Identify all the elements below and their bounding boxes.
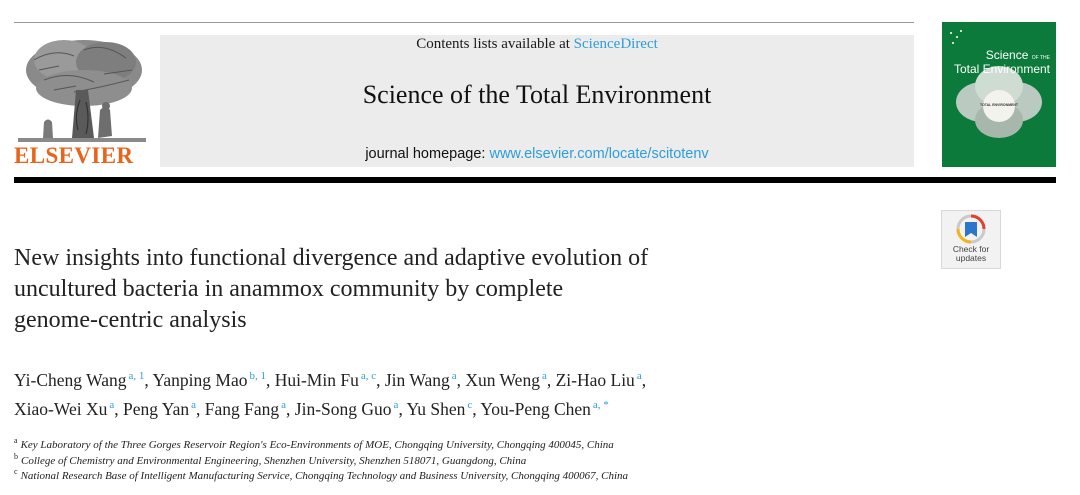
author: Jin-Song Guo a — [295, 399, 399, 419]
author-affiliation-marks[interactable]: b, 1 — [249, 370, 266, 383]
header-top-rule — [14, 22, 914, 23]
author: Peng Yan a — [123, 399, 196, 419]
author: Yanping Mao b, 1 — [153, 370, 266, 390]
affiliation-letter: c — [14, 467, 18, 477]
author-affiliation-marks[interactable]: a — [191, 399, 197, 412]
author-affiliation-marks[interactable]: c — [467, 399, 473, 412]
author-name-link[interactable]: Peng Yan — [123, 399, 190, 419]
author-name-link[interactable]: Jin-Song Guo — [294, 399, 392, 419]
affiliation-text: National Research Base of Intelligent Ma… — [20, 470, 629, 482]
affiliation-letter: b — [14, 451, 18, 461]
author-affiliation-marks[interactable]: a — [541, 370, 547, 383]
author-affiliation-marks[interactable]: a — [636, 370, 642, 383]
cover-title: Science OF THE Total Environment — [953, 48, 1050, 76]
article-title-line: New insights into functional divergence … — [14, 245, 649, 271]
author: You-Peng Chen a, * — [480, 399, 608, 419]
author-name-link[interactable]: Yu Shen — [406, 399, 466, 419]
author-name-link[interactable]: Yanping Mao — [152, 370, 248, 390]
header-band — [160, 35, 914, 167]
journal-homepage-link[interactable]: www.elsevier.com/locate/scitotenv — [489, 146, 709, 162]
contents-prefix: Contents lists available at — [416, 36, 570, 52]
badge-line1: Check for — [952, 244, 990, 254]
author-name-link[interactable]: Hui-Min Fu — [274, 370, 359, 390]
author-affiliation-marks[interactable]: a — [451, 370, 457, 383]
cover-title-line2: Total Environment — [953, 62, 1050, 76]
author: Yu Shen c — [407, 399, 473, 419]
author-affiliation-marks[interactable]: a, * — [592, 399, 609, 412]
check-for-updates-button[interactable]: Check for updates — [941, 210, 1001, 269]
affiliation-letter: a — [14, 436, 18, 446]
badge-line2: updates — [955, 253, 987, 263]
article-title-line: uncultured bacteria in anammox community… — [14, 276, 564, 302]
author: Yi-Cheng Wang a, 1 — [14, 370, 144, 390]
elsevier-tree-logo-icon — [18, 40, 146, 142]
author-name-link[interactable]: Yi-Cheng Wang — [14, 370, 127, 390]
journal-cover-image[interactable]: Science OF THE Total Environment TOTAL E… — [942, 22, 1056, 167]
publisher-wordmark: ELSEVIER — [14, 143, 134, 168]
author-affiliation-marks[interactable]: a — [109, 399, 115, 412]
affiliation-text: Key Laboratory of the Three Gorges Reser… — [20, 439, 614, 451]
author-affiliation-marks[interactable]: a, c — [360, 370, 377, 383]
author-name-link[interactable]: You-Peng Chen — [480, 399, 591, 419]
author: Xiao-Wei Xu a — [14, 399, 114, 419]
cover-title-line1: Science — [985, 48, 1029, 62]
author-name-link[interactable]: Xiao-Wei Xu — [14, 399, 108, 419]
affiliation-list: a Key Laboratory of the Three Gorges Rese… — [14, 436, 1054, 485]
author-name-link[interactable]: Zi-Hao Liu — [555, 370, 635, 390]
article-title: New insights into functional divergence … — [14, 243, 914, 336]
cover-title-of-the: OF THE — [1031, 55, 1050, 61]
author-affiliation-marks[interactable]: a, 1 — [128, 370, 145, 383]
author: Zi-Hao Liu a — [556, 370, 642, 390]
check-for-updates-icon — [956, 214, 986, 244]
affiliation-item: b College of Chemistry and Environmental … — [14, 451, 1054, 470]
author: Hui-Min Fu a, c — [275, 370, 376, 390]
cover-flower-graphic-icon — [942, 22, 1056, 167]
journal-homepage-line: journal homepage: www.elsevier.com/locat… — [160, 146, 914, 162]
author-name-link[interactable]: Fang Fang — [204, 399, 280, 419]
contents-available-line: Contents lists available at ScienceDirec… — [160, 36, 914, 53]
cover-center-label: TOTAL ENVIRONMENT — [979, 103, 1019, 107]
author-affiliation-marks[interactable]: a — [393, 399, 399, 412]
header-bottom-rule — [14, 177, 1056, 183]
journal-title: Science of the Total Environment — [362, 80, 712, 109]
affiliation-text: College of Chemistry and Environmental E… — [21, 454, 527, 467]
homepage-prefix: journal homepage: — [365, 146, 486, 162]
affiliation-item: a Key Laboratory of the Three Gorges Rese… — [14, 436, 1054, 454]
author: Fang Fang a — [205, 399, 286, 419]
author: Xun Weng a — [465, 370, 546, 390]
check-for-updates-label: Check for updates — [942, 245, 1000, 263]
article-title-line: genome-centric analysis — [14, 307, 247, 333]
author-name-link[interactable]: Xun Weng — [465, 370, 540, 390]
sciencedirect-link[interactable]: ScienceDirect — [573, 36, 658, 52]
affiliation-item: c National Research Base of Intelligent M… — [14, 467, 1054, 485]
author-affiliation-marks[interactable]: a — [281, 399, 287, 412]
author: Jin Wang a — [385, 370, 457, 390]
author-name-link[interactable]: Jin Wang — [384, 370, 450, 390]
author-list: Yi-Cheng Wang a, 1, Yanping Mao b, 1, Hui-… — [14, 370, 647, 419]
